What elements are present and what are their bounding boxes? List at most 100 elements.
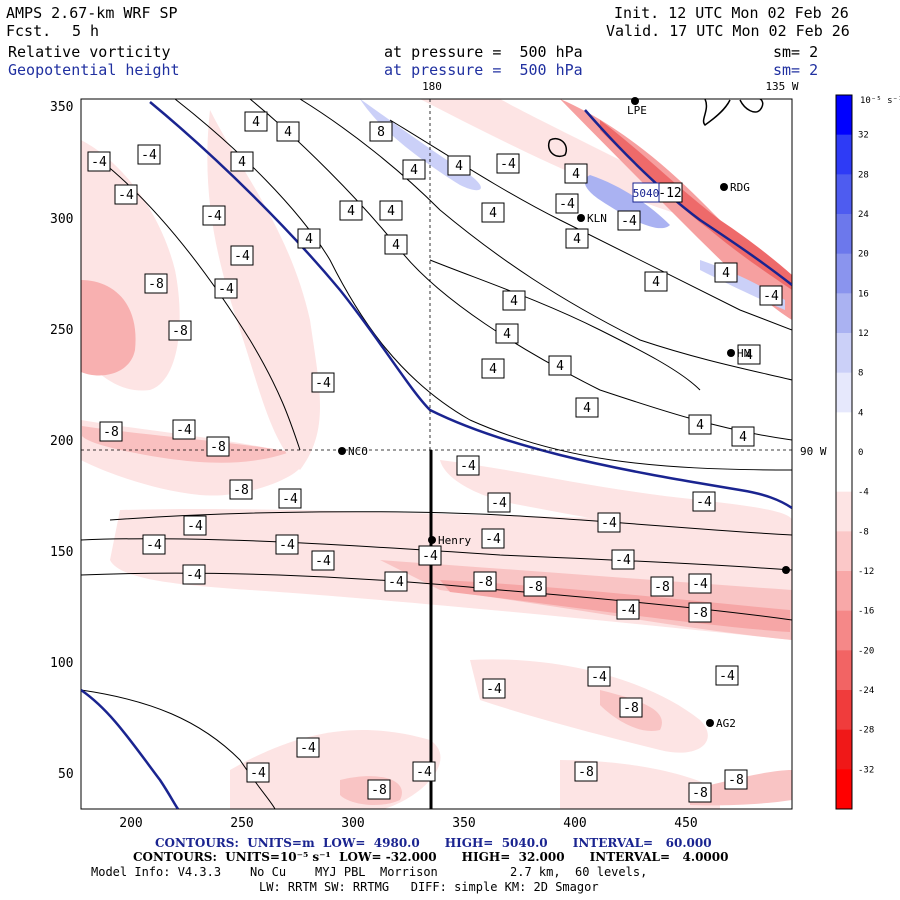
contour-label: -4 (587, 666, 611, 687)
svg-text:HN: HN (737, 347, 750, 360)
colorbar-tick-label: 28 (858, 170, 869, 180)
colorbar-box (836, 690, 852, 731)
svg-text:RDG: RDG (730, 181, 750, 194)
svg-text:4: 4 (455, 159, 463, 174)
lon-90w-label: 90 W (800, 445, 827, 458)
pressure2-label: at pressure = 500 hPa (384, 61, 583, 79)
contour-label: -4 (246, 762, 270, 783)
sm2-label: sm= 2 (773, 61, 819, 79)
svg-text:-4: -4 (692, 577, 708, 592)
contour-label: -4 (137, 144, 161, 165)
svg-text:-4: -4 (621, 214, 637, 229)
contour-label: 4 (447, 155, 471, 176)
svg-text:-8: -8 (371, 783, 387, 798)
contour-label: 4 (276, 121, 300, 142)
svg-text:-4: -4 (315, 554, 331, 569)
colorbar-tick-label: -16 (858, 607, 874, 617)
svg-text:-8: -8 (172, 324, 188, 339)
svg-text:-8: -8 (654, 580, 670, 595)
field1-label: Relative vorticity (8, 43, 171, 61)
svg-text:-8: -8 (103, 425, 119, 440)
colorbar-tick-label: 0 (858, 448, 863, 458)
contour-label: -8 (650, 576, 674, 597)
svg-text:-4: -4 (176, 423, 192, 438)
svg-text:4: 4 (392, 238, 400, 253)
svg-text:-4: -4 (719, 669, 735, 684)
contour-label: -4 (230, 245, 254, 266)
svg-text:4: 4 (347, 204, 355, 219)
svg-text:4: 4 (583, 401, 591, 416)
svg-text:-4: -4 (500, 157, 516, 172)
svg-text:-4: -4 (300, 741, 316, 756)
contour-label: -4 (275, 534, 299, 555)
svg-text:-4: -4 (763, 289, 779, 304)
svg-text:-4: -4 (282, 492, 298, 507)
colorbar-box (836, 333, 852, 374)
y-tick-label: 100 (50, 656, 73, 671)
colorbar-tick-label: -4 (858, 488, 869, 498)
svg-text:AG2: AG2 (716, 717, 736, 730)
x-tick-label: 300 (341, 816, 364, 831)
footer-vorticity-contours: CONTOURS: UNITS=10⁻⁵ s⁻¹ LOW= -32.000 HI… (133, 850, 729, 864)
colorbar-tick-label: 32 (858, 131, 869, 141)
colorbar-box (836, 650, 852, 691)
svg-text:4: 4 (252, 115, 260, 130)
contour-label: -4 (311, 550, 335, 571)
contour-label: -4 (611, 549, 635, 570)
x-axis-labels: 200 250 300 350 400 450 (119, 816, 697, 831)
contour-label: 4 (339, 200, 363, 221)
contour-label: -4 (172, 419, 196, 440)
contour-label: -8 (523, 576, 547, 597)
contour-label: 4 (737, 344, 761, 365)
plot-frame (80, 98, 793, 810)
svg-text:-4: -4 (591, 670, 607, 685)
svg-text:-4: -4 (279, 538, 295, 553)
contour-label: 4 (481, 358, 505, 379)
contour-label: -4 (692, 491, 716, 512)
svg-text:4: 4 (510, 294, 518, 309)
colorbar-box (836, 372, 852, 413)
station-rdg: RDG (720, 181, 750, 194)
station-edge (782, 566, 790, 574)
contour-label: -4 (759, 285, 783, 306)
colorbar-ticks: 32 28 24 20 16 12 8 4 0 -4 -8 -12 -16 -20 -24 -28 -32 (858, 131, 874, 776)
height-label: 5040 (632, 182, 660, 203)
contour-label: -4 (384, 571, 408, 592)
colorbar-frame (835, 94, 853, 810)
contour-label: -4 (114, 184, 138, 205)
colorbar-box (836, 412, 852, 453)
contour-label: 4 (230, 151, 254, 172)
colorbar-tick-label: 20 (858, 250, 869, 260)
colorbar-tick-label: -12 (858, 567, 874, 577)
coastline (548, 99, 764, 157)
svg-text:-8: -8 (692, 786, 708, 801)
contour-label: 4 (564, 163, 588, 184)
colorbar-tick-label: -24 (858, 686, 874, 696)
contour-label: -8 (688, 602, 712, 623)
svg-text:4: 4 (305, 232, 313, 247)
x-tick-label: 250 (230, 816, 253, 831)
svg-text:4: 4 (573, 232, 581, 247)
svg-text:-12: -12 (658, 186, 681, 201)
svg-text:-4: -4 (696, 495, 712, 510)
colorbar-box (836, 95, 852, 136)
svg-text:-8: -8 (578, 765, 594, 780)
colorbar-box (836, 769, 852, 810)
svg-text:NCO: NCO (348, 445, 368, 458)
y-tick-label: 300 (50, 212, 73, 227)
contour-label: 4 (731, 426, 755, 447)
svg-text:-4: -4 (250, 766, 266, 781)
contour-label: -8 (619, 697, 643, 718)
contour-label: -4 (688, 573, 712, 594)
forecast-label: Fcst. (6, 22, 52, 40)
contour-label: 4 (297, 228, 321, 249)
colorbar-tick-label: -8 (858, 527, 869, 537)
svg-text:-4: -4 (234, 249, 250, 264)
svg-text:-4: -4 (460, 459, 476, 474)
contour-labels: -4 -4 -4 -4 -4 -4 -8 -8 -4 -8 -4 -8 -8 -… (87, 111, 783, 803)
svg-text:-8: -8 (623, 701, 639, 716)
height-contours (81, 101, 792, 809)
contour-label: -8 (688, 782, 712, 803)
contour-label: -4 (278, 488, 302, 509)
